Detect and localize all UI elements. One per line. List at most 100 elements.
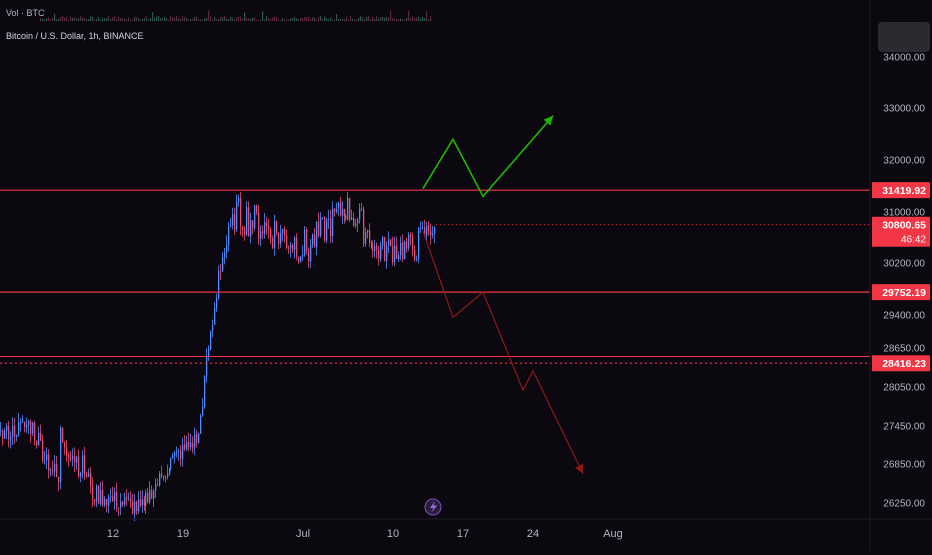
price-axis[interactable]: 34000.00 33000.00 32000.00 31000.00 30200.00… xyxy=(883,53,925,510)
time-axis[interactable]: 12 19 Jul 10 17 24 Aug xyxy=(107,528,623,540)
volume-bar xyxy=(268,17,270,21)
candle-body xyxy=(4,431,6,439)
candle-body xyxy=(136,501,138,512)
candle-body xyxy=(424,227,426,236)
volume-bar xyxy=(46,18,48,21)
candle-body xyxy=(8,425,10,440)
candle-body xyxy=(330,218,332,237)
volume-bar xyxy=(62,16,64,21)
volume-bar xyxy=(90,16,92,21)
candle-body xyxy=(60,427,62,483)
candle-body xyxy=(32,422,34,434)
candle-body xyxy=(420,227,422,229)
time-axis-label: 12 xyxy=(107,528,119,540)
candle-body xyxy=(82,455,84,474)
price-axis-label: 26250.00 xyxy=(883,499,925,510)
volume-bar xyxy=(184,16,186,21)
volume-bar xyxy=(96,19,98,21)
candle-body xyxy=(184,444,186,449)
candle-body xyxy=(306,229,308,251)
level-badge-label: 31419.92 xyxy=(882,185,926,197)
candle-body xyxy=(369,230,371,243)
volume-bar xyxy=(368,16,370,21)
candle-body xyxy=(167,474,169,477)
volume-bar xyxy=(330,17,332,21)
levels xyxy=(0,189,870,364)
volume-bar xyxy=(110,19,112,21)
candle-body xyxy=(376,245,378,250)
volume-bar xyxy=(284,19,286,21)
volume-bar xyxy=(412,16,414,21)
price-axis-label: 27450.00 xyxy=(883,422,925,433)
volume-bar xyxy=(224,16,226,21)
time-axis-label: 19 xyxy=(177,528,189,540)
candle-body xyxy=(228,226,230,245)
volume-bar xyxy=(172,17,174,21)
volume-bar xyxy=(186,18,188,21)
price-axis-label: 28650.00 xyxy=(883,344,925,355)
volume-bar xyxy=(322,19,324,21)
candle-body xyxy=(361,208,363,210)
volume-bar xyxy=(406,17,408,21)
candle-body xyxy=(371,242,373,249)
bullish-projection-path[interactable] xyxy=(422,115,554,198)
price-scale-button[interactable] xyxy=(878,22,930,52)
candle-body xyxy=(290,244,292,249)
volume-bar xyxy=(356,19,358,21)
candle-body xyxy=(124,497,126,505)
volume-bar xyxy=(160,18,162,21)
volume-bar xyxy=(264,19,266,21)
volume-bar xyxy=(164,16,166,21)
candle-body xyxy=(68,455,70,459)
bearish-projection-path[interactable] xyxy=(422,230,584,475)
candle-body xyxy=(44,460,46,461)
volume-bar xyxy=(402,19,404,21)
lightning-icon[interactable] xyxy=(424,498,442,516)
volume-bar xyxy=(328,19,330,21)
volume-bar xyxy=(218,19,220,21)
volume-bar xyxy=(286,19,288,21)
candle-body xyxy=(300,256,302,263)
candle-body xyxy=(410,234,412,237)
candle-body xyxy=(20,422,22,424)
volume-bar xyxy=(278,19,280,21)
volume-bar xyxy=(158,16,160,21)
candle-body xyxy=(408,234,410,249)
candle-body xyxy=(76,456,78,463)
volume-bar xyxy=(126,19,128,21)
candle-body xyxy=(182,444,184,459)
candle-body xyxy=(432,233,434,236)
volume-bar xyxy=(374,19,376,21)
bullish-arrow-head xyxy=(543,115,553,126)
candle-body xyxy=(326,219,328,241)
candle-body xyxy=(100,489,102,504)
candle-body xyxy=(14,425,16,437)
volume-bar xyxy=(214,17,216,21)
candle-body xyxy=(92,485,94,500)
candle-body xyxy=(170,458,172,469)
candle-body xyxy=(22,421,24,423)
candle-body xyxy=(110,496,112,498)
candle-body xyxy=(334,208,336,212)
candle-body xyxy=(78,456,80,477)
volume-bar xyxy=(228,19,230,21)
candle-body xyxy=(357,219,359,224)
volume-bar xyxy=(338,19,340,21)
candle-body xyxy=(280,233,282,244)
volume-bar xyxy=(182,16,184,21)
volume-bar xyxy=(74,17,76,21)
volume-bar xyxy=(428,19,430,21)
volume-bar xyxy=(120,18,122,21)
candle-body xyxy=(390,239,392,247)
candle-body xyxy=(416,258,418,260)
volume-bar xyxy=(206,18,208,21)
level-badge xyxy=(872,182,930,199)
candle-body xyxy=(186,442,188,449)
volume-bar xyxy=(68,19,70,21)
volume-bar xyxy=(100,19,102,21)
volume-bar xyxy=(44,19,46,21)
price-axis-label: 34000.00 xyxy=(883,53,925,64)
volume-bar xyxy=(358,17,360,21)
